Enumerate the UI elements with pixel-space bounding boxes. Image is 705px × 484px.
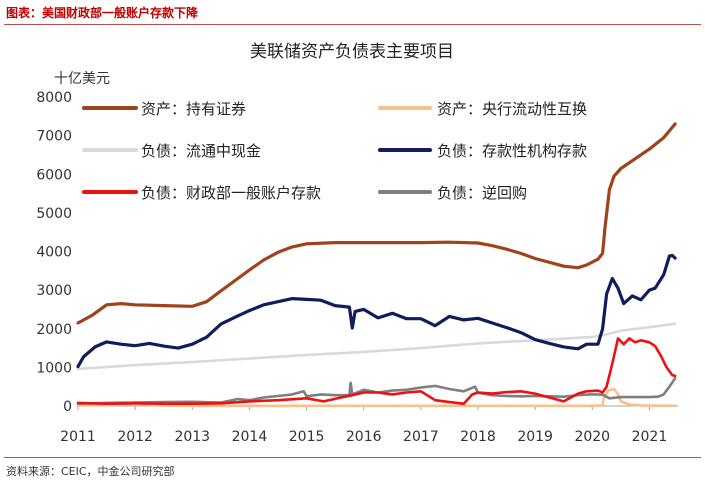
source-note: 资料来源：CEIC，中金公司研究部 (6, 465, 175, 478)
figure-label: 图表：美国财政部一般账户存款下降 (6, 6, 199, 20)
chart-title: 美联储资产负债表主要项目 (250, 42, 454, 62)
legend-label: 负债：流通中现金 (141, 142, 261, 160)
x-tick-label: 2019 (517, 429, 553, 445)
y-axis-ticks: 0 1000 2000 3000 4000 5000 6000 7000 8000 (36, 90, 72, 415)
series-line-0 (76, 122, 677, 325)
y-tick-label: 3000 (36, 283, 72, 299)
x-tick-label: 2021 (632, 429, 668, 445)
x-tick-label: 2018 (460, 429, 496, 445)
series-line-5 (76, 376, 677, 405)
x-tick-label: 2015 (289, 429, 325, 445)
y-tick-label: 6000 (36, 167, 72, 183)
x-tick-label: 2011 (60, 429, 96, 445)
legend-label: 负债：存款性机构存款 (437, 142, 587, 160)
y-tick-label: 7000 (36, 129, 72, 145)
legend-label: 资产：央行流动性互换 (437, 100, 587, 118)
y-tick-label: 4000 (36, 245, 72, 261)
legend-label: 资产：持有证券 (141, 100, 246, 118)
series-line-3 (76, 253, 677, 369)
y-tick-label: 1000 (36, 360, 72, 376)
y-tick-label: 8000 (36, 90, 72, 106)
y-tick-label: 0 (63, 399, 72, 415)
bottom-divider (4, 457, 701, 458)
legend-label: 负债：财政部一般账户存款 (141, 184, 321, 202)
y-tick-label: 5000 (36, 206, 72, 222)
x-tick-label: 2014 (232, 429, 268, 445)
y-tick-label: 2000 (36, 322, 72, 338)
series-line-2 (76, 322, 677, 371)
x-tick-label: 2013 (174, 429, 210, 445)
top-divider (4, 24, 701, 25)
x-axis-ticks: 2011 2012 2013 2014 2015 2016 2017 2018 2019 2020… (60, 406, 667, 445)
series-lines (76, 122, 677, 408)
legend-label: 负债：逆回购 (437, 184, 527, 202)
series-line-4 (76, 337, 677, 405)
x-tick-label: 2016 (346, 429, 382, 445)
x-tick-label: 2020 (574, 429, 610, 445)
x-tick-label: 2017 (403, 429, 439, 445)
x-tick-label: 2012 (117, 429, 153, 445)
y-axis-unit: 十亿美元 (54, 71, 110, 87)
